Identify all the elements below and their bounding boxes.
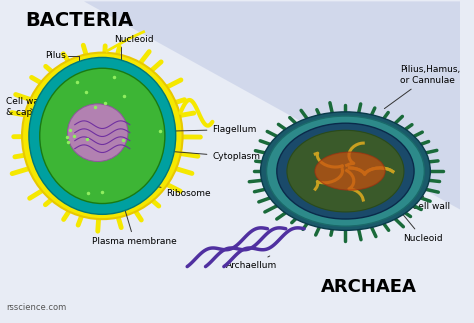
Circle shape	[287, 130, 404, 212]
Text: BACTERIA: BACTERIA	[25, 11, 134, 30]
Ellipse shape	[40, 68, 165, 203]
Text: Pilus: Pilus	[45, 51, 79, 72]
Text: Archaellum: Archaellum	[226, 256, 277, 270]
Text: Cell wall
& capsule: Cell wall & capsule	[6, 97, 51, 117]
Text: Nucleoid: Nucleoid	[395, 205, 442, 243]
Text: rsscience.com: rsscience.com	[6, 303, 66, 312]
Text: ARCHAEA: ARCHAEA	[320, 278, 416, 296]
Circle shape	[261, 112, 430, 230]
Text: Pilius,Hamus,
or Cannulae: Pilius,Hamus, or Cannulae	[384, 65, 461, 109]
Circle shape	[266, 116, 424, 226]
Text: Cytoplasm: Cytoplasm	[139, 149, 260, 161]
Ellipse shape	[29, 57, 176, 214]
Ellipse shape	[315, 152, 385, 190]
Text: Plasma membrane: Plasma membrane	[92, 206, 177, 246]
Ellipse shape	[22, 53, 182, 219]
Polygon shape	[84, 1, 460, 210]
Text: Nucleoid: Nucleoid	[115, 35, 154, 91]
Text: Flagellum: Flagellum	[174, 125, 257, 134]
Text: Cell wall: Cell wall	[409, 178, 450, 211]
Circle shape	[277, 123, 414, 219]
Text: Ribosome: Ribosome	[112, 176, 211, 198]
Ellipse shape	[67, 104, 128, 162]
